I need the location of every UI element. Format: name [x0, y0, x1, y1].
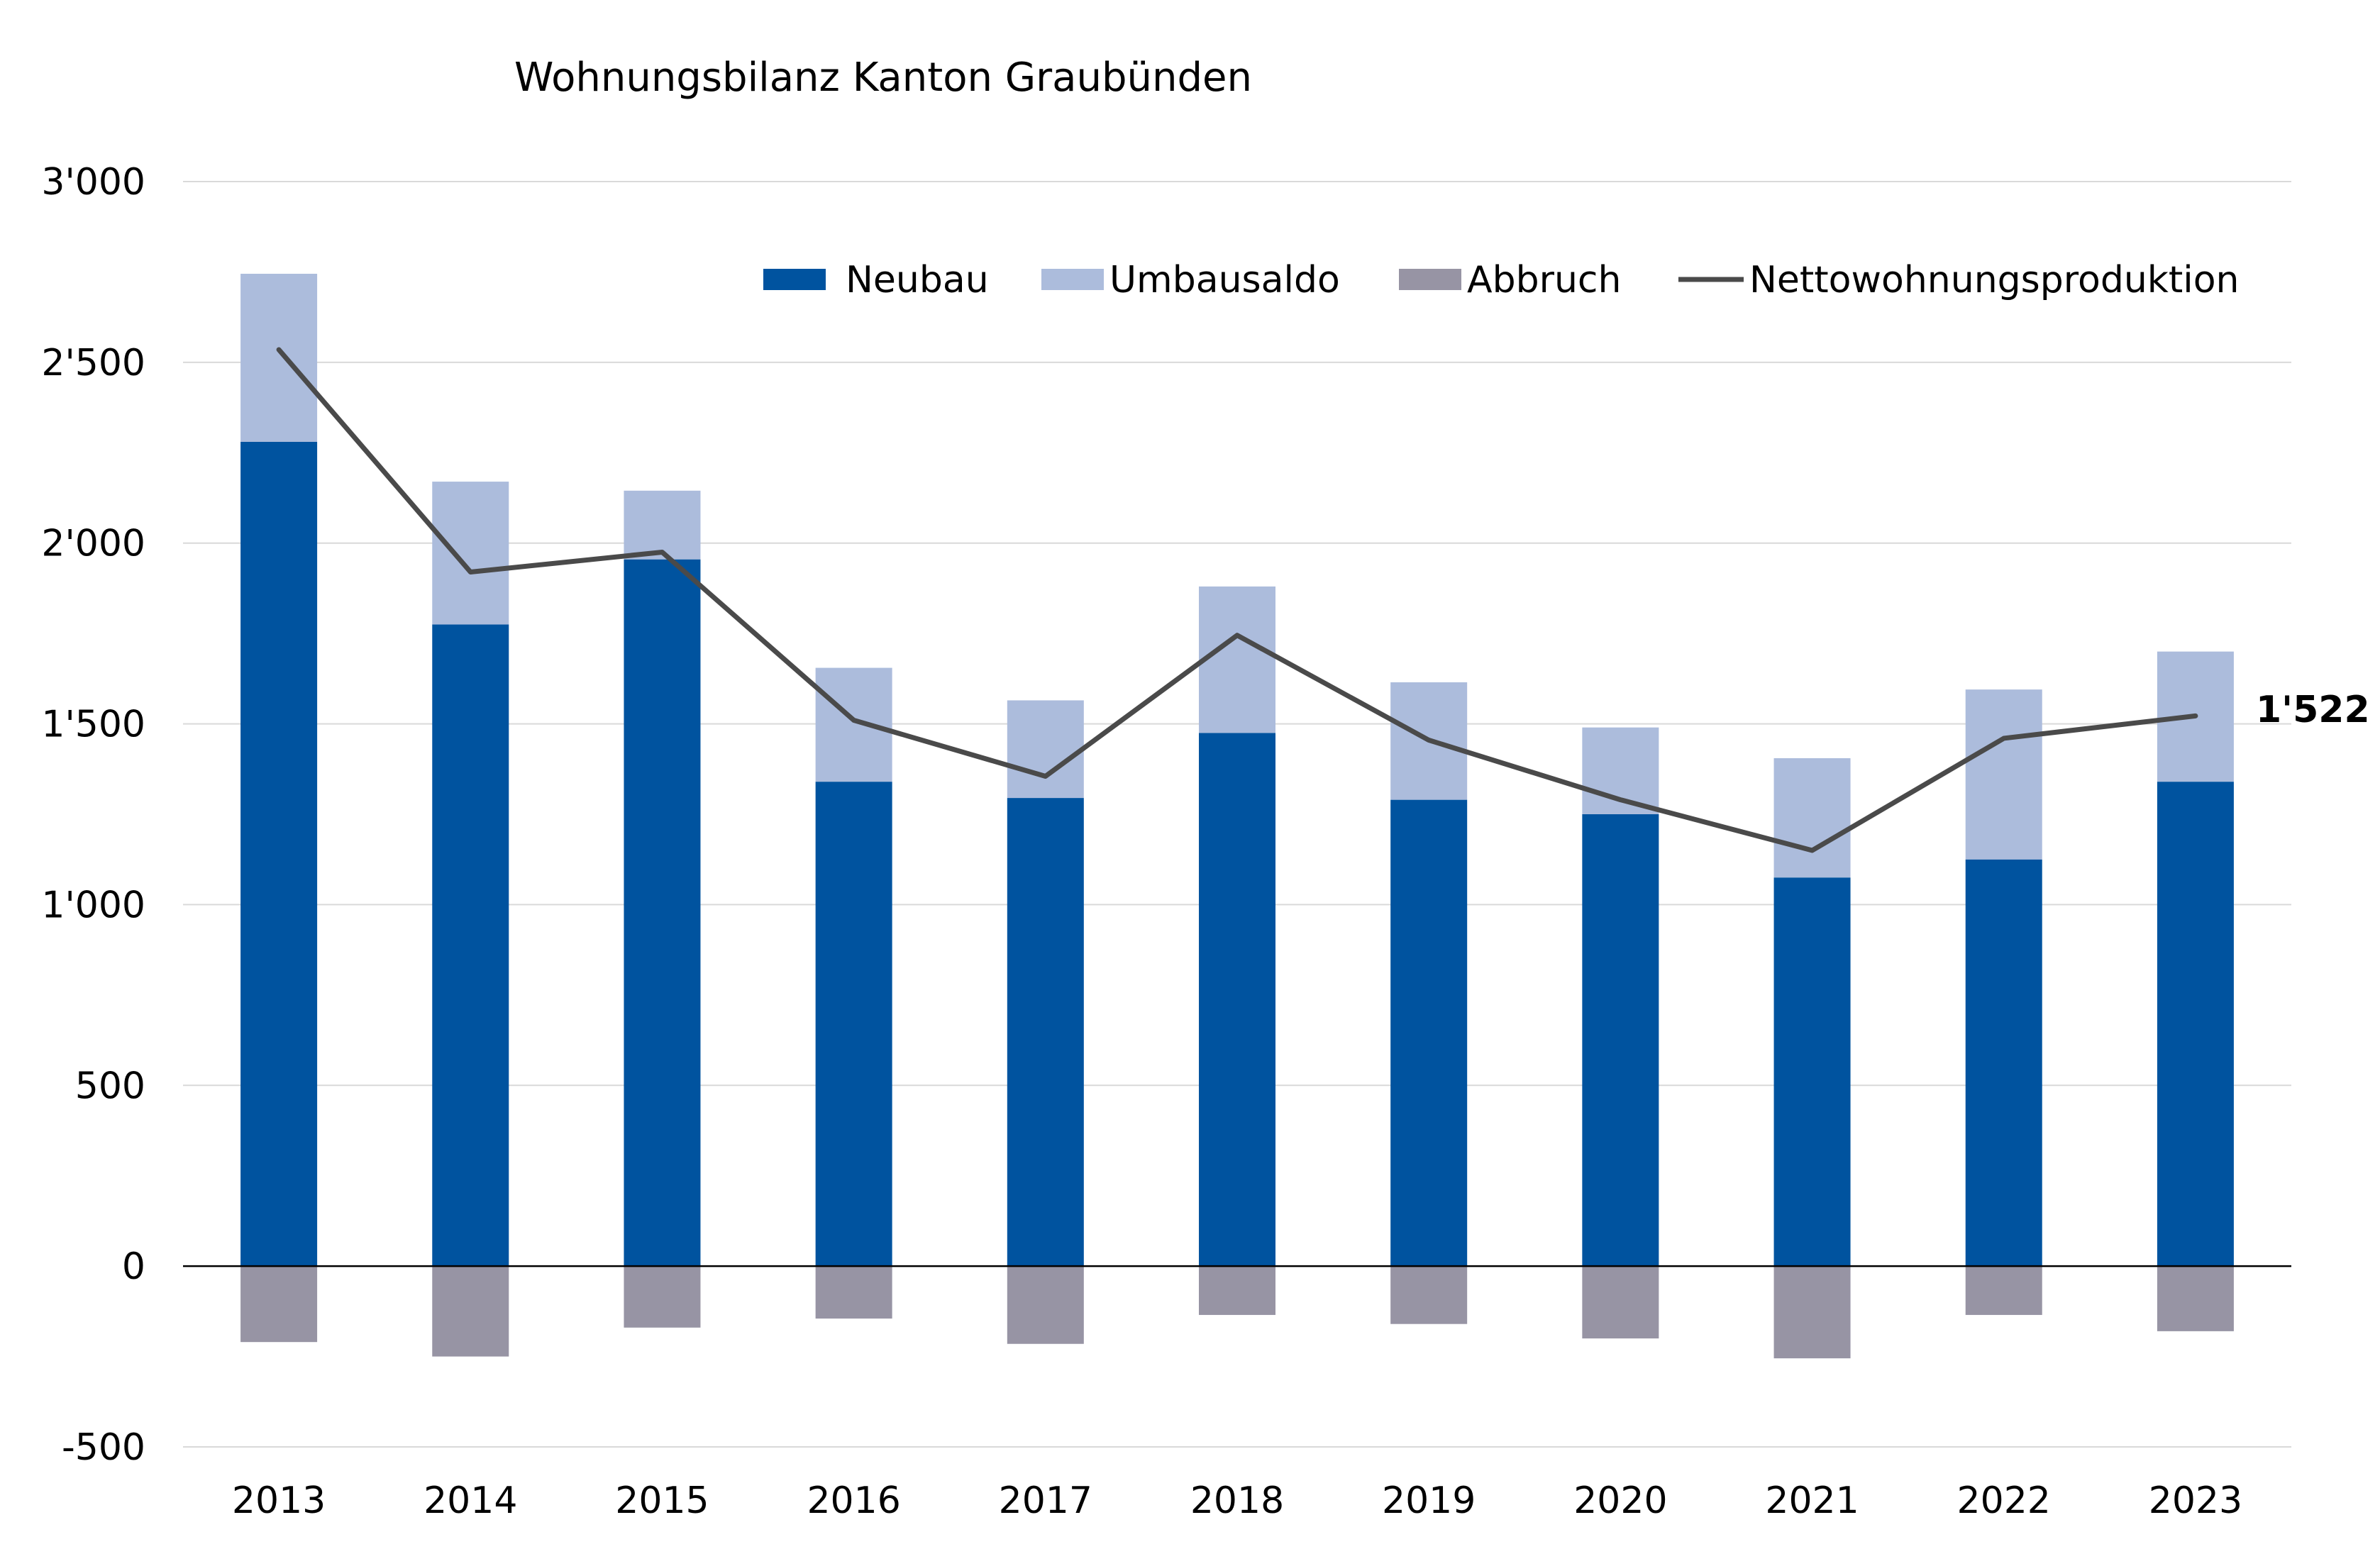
y-tick-label: 1'500 [41, 704, 145, 746]
x-axis-tick-labels: 2013 2014 2015 2016 2017 2018 2019 2020 2021 2022… [232, 1480, 2242, 1522]
y-tick-label: -500 [62, 1426, 145, 1469]
x-tick-label: 2019 [1382, 1480, 1476, 1522]
x-tick-label: 2016 [807, 1480, 900, 1522]
bar-umbausaldo-2015 [624, 490, 701, 560]
bar-neubau-2018 [1199, 733, 1275, 1267]
bar-neubau-2013 [240, 441, 318, 1267]
bar-neubau-2021 [1773, 877, 1851, 1267]
y-tick-label: 1'000 [41, 884, 145, 926]
bar-abbruch-2019 [1390, 1266, 1468, 1324]
bar-abbruch-2015 [624, 1266, 701, 1328]
bar-abbruch-2013 [240, 1266, 318, 1343]
bar-umbausaldo-2017 [1007, 700, 1084, 799]
legend-label-abbruch: Abbruch [1467, 259, 1621, 301]
bar-umbausaldo-2022 [1965, 689, 2042, 860]
legend-label-umbausaldo: Umbausaldo [1109, 259, 1340, 301]
bar-abbruch-2020 [1582, 1266, 1659, 1339]
bar-neubau-2020 [1582, 814, 1659, 1267]
legend-label-nettowohnungsproduktion: Nettowohnungsproduktion [1749, 259, 2240, 301]
bar-neubau-2017 [1007, 798, 1084, 1267]
bars [240, 273, 2234, 1359]
x-tick-label: 2018 [1190, 1480, 1284, 1522]
bar-umbausaldo-2018 [1199, 586, 1275, 733]
bar-neubau-2016 [815, 782, 892, 1267]
bar-abbruch-2014 [432, 1266, 509, 1357]
x-tick-label: 2023 [2149, 1480, 2242, 1522]
y-tick-label: 0 [122, 1245, 145, 1288]
y-tick-label: 2'500 [41, 342, 145, 384]
bar-neubau-2015 [624, 559, 701, 1267]
y-tick-label: 500 [75, 1065, 145, 1107]
y-axis-tick-labels: -500 0 500 1'000 1'500 2'000 2'500 3'000 [41, 161, 145, 1469]
legend-swatch-umbausaldo [1041, 269, 1104, 290]
bar-abbruch-2017 [1007, 1266, 1084, 1344]
bar-abbruch-2018 [1199, 1266, 1275, 1315]
x-tick-label: 2017 [999, 1480, 1092, 1522]
y-tick-label: 3'000 [41, 161, 145, 204]
bar-abbruch-2023 [2157, 1266, 2234, 1331]
legend-swatch-abbruch [1399, 269, 1461, 290]
bar-abbruch-2021 [1773, 1266, 1851, 1359]
x-tick-label: 2015 [615, 1480, 709, 1522]
bar-abbruch-2016 [815, 1266, 892, 1319]
bar-neubau-2014 [432, 624, 509, 1267]
legend-swatch-neubau [763, 269, 826, 290]
net-production-line-group [276, 347, 2198, 853]
legend: Neubau Umbausaldo Abbruch Nettowohnungsprod… [763, 259, 2240, 301]
bar-umbausaldo-2013 [240, 273, 318, 442]
bar-umbausaldo-2016 [815, 667, 892, 782]
x-tick-label: 2021 [1765, 1480, 1859, 1522]
x-tick-label: 2020 [1573, 1480, 1667, 1522]
bar-neubau-2019 [1390, 799, 1468, 1267]
line-nettowohnungsproduktion [276, 347, 2198, 853]
end-value-label: 1'522 [2256, 689, 2370, 731]
bar-neubau-2022 [1965, 859, 2042, 1267]
bar-umbausaldo-2021 [1773, 757, 1851, 878]
bar-neubau-2023 [2157, 782, 2234, 1267]
x-tick-label: 2022 [1957, 1480, 2051, 1522]
x-tick-label: 2014 [424, 1480, 517, 1522]
bar-umbausaldo-2014 [432, 482, 509, 625]
x-tick-label: 2013 [232, 1480, 326, 1522]
bar-abbruch-2022 [1965, 1266, 2042, 1315]
y-tick-label: 2'000 [41, 523, 145, 565]
chart-title: Wohnungsbilanz Kanton Graubünden [514, 55, 1252, 101]
legend-label-neubau: Neubau [846, 259, 989, 301]
